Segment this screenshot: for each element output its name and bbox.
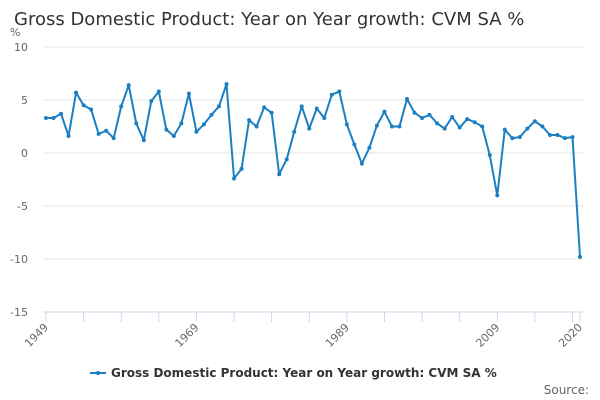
data-point-1963[interactable]	[149, 99, 154, 104]
data-point-1987[interactable]	[329, 92, 334, 97]
x-tick-label: 1949	[22, 321, 51, 350]
data-point-2012[interactable]	[517, 135, 522, 140]
data-point-1965[interactable]	[164, 127, 169, 132]
y-axis: 10 5 0 -5 -10 -15	[10, 41, 28, 319]
data-point-1978[interactable]	[262, 105, 267, 110]
data-point-2014[interactable]	[532, 119, 537, 124]
data-point-1979[interactable]	[269, 110, 274, 115]
data-point-1957[interactable]	[104, 128, 109, 133]
data-point-2011[interactable]	[510, 136, 515, 141]
data-point-1969[interactable]	[194, 129, 199, 134]
data-point-2000[interactable]	[427, 112, 432, 117]
data-point-1977[interactable]	[254, 124, 259, 129]
y-tick-label: 5	[21, 94, 28, 107]
data-point-2018[interactable]	[562, 136, 567, 141]
series-gdp-growth[interactable]	[44, 82, 582, 259]
data-point-1970[interactable]	[201, 122, 206, 127]
x-tick-label: 1989	[323, 321, 352, 350]
data-point-1954[interactable]	[81, 103, 86, 108]
data-point-1983[interactable]	[299, 104, 304, 109]
data-point-1958[interactable]	[111, 136, 116, 141]
data-point-2007[interactable]	[480, 124, 485, 129]
data-point-1986[interactable]	[322, 116, 327, 121]
legend-item-label[interactable]: Gross Domestic Product: Year on Year gro…	[111, 366, 497, 380]
data-point-1960[interactable]	[126, 83, 131, 88]
data-point-1967[interactable]	[179, 121, 184, 126]
chart-title: Gross Domestic Product: Year on Year gro…	[14, 9, 524, 30]
data-point-1971[interactable]	[209, 112, 214, 117]
data-point-2003[interactable]	[450, 114, 455, 119]
gridlines	[43, 46, 583, 260]
data-point-1984[interactable]	[307, 126, 312, 131]
data-point-2001[interactable]	[435, 121, 440, 126]
data-point-1959[interactable]	[119, 104, 124, 109]
data-point-1956[interactable]	[96, 131, 101, 136]
x-axis: 1949 1969 1989 2009 2020	[22, 311, 585, 350]
data-point-1998[interactable]	[412, 110, 417, 115]
data-point-1964[interactable]	[156, 89, 161, 94]
data-point-1949[interactable]	[44, 116, 48, 121]
data-point-1981[interactable]	[284, 157, 289, 162]
legend-marker-icon	[96, 371, 100, 375]
data-point-2008[interactable]	[487, 153, 492, 158]
data-point-1990[interactable]	[352, 142, 357, 147]
data-point-1989[interactable]	[344, 122, 349, 127]
legend[interactable]: Gross Domestic Product: Year on Year gro…	[90, 366, 497, 380]
y-tick-label: 10	[14, 41, 28, 54]
data-point-1975[interactable]	[239, 166, 244, 171]
data-point-1994[interactable]	[382, 109, 387, 114]
x-tick-label: 2009	[473, 321, 502, 350]
data-point-2020[interactable]	[578, 254, 582, 259]
data-point-2013[interactable]	[525, 126, 530, 131]
data-point-1962[interactable]	[141, 138, 146, 143]
data-point-1953[interactable]	[74, 90, 79, 95]
data-point-2019[interactable]	[570, 135, 575, 140]
data-point-2016[interactable]	[547, 132, 552, 137]
data-point-1961[interactable]	[134, 121, 139, 126]
data-point-2015[interactable]	[540, 124, 545, 129]
data-point-1952[interactable]	[66, 134, 71, 139]
data-point-2010[interactable]	[502, 127, 507, 132]
y-tick-label: 0	[21, 147, 28, 160]
data-point-1993[interactable]	[374, 123, 379, 128]
data-point-1982[interactable]	[292, 129, 297, 134]
data-point-2004[interactable]	[457, 125, 462, 130]
data-point-2006[interactable]	[472, 120, 477, 125]
data-point-1996[interactable]	[397, 124, 402, 129]
data-point-1980[interactable]	[277, 172, 282, 177]
data-point-1988[interactable]	[337, 89, 342, 94]
data-point-1973[interactable]	[224, 82, 229, 87]
data-point-2002[interactable]	[442, 126, 447, 131]
data-point-1950[interactable]	[51, 116, 56, 121]
data-point-2005[interactable]	[465, 117, 470, 122]
x-tick-label: 1969	[173, 321, 202, 350]
data-point-1955[interactable]	[89, 107, 94, 112]
data-point-1972[interactable]	[216, 104, 221, 109]
y-tick-label: -10	[10, 253, 28, 266]
data-point-1976[interactable]	[247, 118, 252, 123]
data-point-1966[interactable]	[171, 134, 176, 139]
data-point-1985[interactable]	[314, 106, 319, 111]
data-point-1951[interactable]	[59, 111, 64, 116]
data-point-2009[interactable]	[495, 193, 500, 198]
data-point-2017[interactable]	[555, 132, 560, 137]
data-point-1997[interactable]	[405, 96, 410, 101]
data-point-1991[interactable]	[359, 161, 364, 166]
data-point-1999[interactable]	[420, 116, 425, 121]
data-point-1995[interactable]	[389, 124, 394, 129]
y-axis-label: %	[10, 26, 20, 39]
y-tick-label: -15	[10, 306, 28, 319]
source-label: Source:	[544, 383, 589, 397]
series-line[interactable]	[46, 83, 581, 257]
data-point-1974[interactable]	[232, 176, 237, 181]
data-point-1968[interactable]	[186, 91, 191, 96]
data-point-1992[interactable]	[367, 145, 372, 150]
y-tick-label: -5	[17, 200, 28, 213]
x-tick-label: 2020	[556, 321, 585, 350]
